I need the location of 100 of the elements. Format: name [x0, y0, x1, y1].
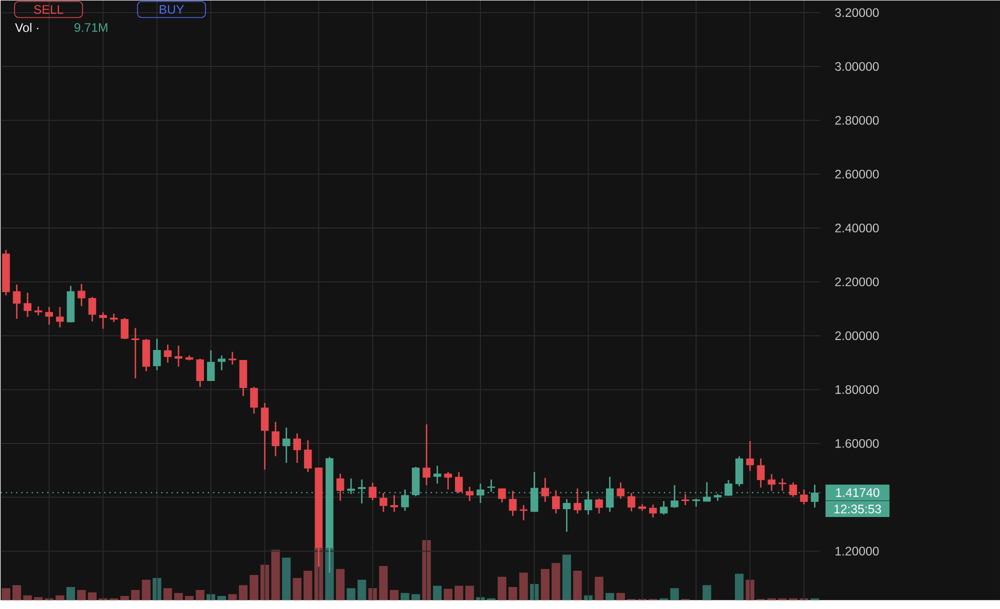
candlestick [768, 474, 776, 492]
candlestick [724, 479, 732, 496]
annotation: SELL [34, 5, 64, 14]
bar [552, 563, 560, 600]
bar [271, 550, 280, 600]
candlestick [466, 486, 474, 502]
candlestick [433, 465, 442, 484]
bar [400, 593, 410, 600]
bar [411, 594, 420, 600]
candlestick [282, 426, 290, 464]
bar [184, 596, 194, 600]
annotation: Vol · [15, 23, 38, 32]
candlestick [45, 306, 54, 326]
candlestick [368, 482, 376, 502]
bar [228, 594, 237, 600]
bar [304, 570, 312, 600]
candlestick [574, 488, 582, 514]
bar [606, 593, 614, 600]
candlestick [508, 490, 517, 517]
candlestick [120, 317, 128, 340]
y-tick-label: 2.00000 [835, 331, 879, 340]
candlestick [606, 476, 614, 513]
candlestick [12, 284, 21, 320]
candlestick [304, 440, 312, 473]
candlestick [206, 350, 215, 382]
candlestick [196, 358, 204, 388]
y-tick-label: 2.80000 [835, 116, 879, 125]
y-tick-label: 2.40000 [835, 224, 879, 233]
bar [336, 569, 345, 600]
candlestick [552, 490, 560, 514]
candlestick [562, 498, 571, 533]
bar [573, 570, 582, 600]
bar [379, 566, 388, 600]
bar [131, 590, 140, 600]
ref-line-label: 1.41740 [836, 488, 880, 498]
bar [734, 574, 744, 600]
bar [120, 596, 129, 600]
candlestick [681, 493, 690, 506]
bar [66, 587, 76, 600]
bar [88, 592, 97, 600]
bar [465, 586, 474, 600]
candlestick [520, 504, 528, 521]
bar [152, 578, 162, 600]
candlestick [24, 292, 32, 318]
y-tick-label: 3.00000 [835, 62, 879, 71]
candlestick [390, 494, 398, 513]
candlestick [272, 421, 280, 457]
candlestick [660, 500, 668, 516]
candlestick [56, 306, 64, 328]
bar [594, 576, 604, 600]
y-tick-label: 3.20000 [835, 8, 879, 18]
y-tick-label: 1.60000 [836, 439, 879, 448]
candlestick [616, 482, 625, 500]
candlestick [756, 458, 765, 488]
bar [174, 593, 183, 600]
y-tick-label: 2.60000 [835, 170, 879, 179]
bar [422, 540, 431, 600]
candlestick [628, 492, 636, 512]
bar [540, 569, 550, 600]
bar [519, 572, 528, 600]
bar [476, 597, 485, 600]
candlestick [789, 482, 798, 498]
candlestick [541, 477, 550, 503]
candlestick [228, 351, 236, 366]
bar [77, 590, 86, 600]
y-tick-label: 1.20000 [836, 546, 879, 556]
bar [390, 590, 399, 600]
candlestick [78, 283, 86, 307]
bar [142, 580, 150, 600]
candlestick [164, 344, 172, 364]
bar [34, 597, 43, 600]
candlestick [800, 488, 808, 506]
candlestick [476, 482, 484, 504]
bar [163, 588, 172, 600]
candlestick [595, 498, 603, 514]
bar [217, 596, 226, 600]
candlestick [336, 473, 344, 502]
bar [346, 588, 356, 600]
candlestick [153, 338, 161, 372]
candlestick [293, 432, 302, 464]
candlestick [487, 478, 496, 493]
annotation: BUY [160, 5, 184, 14]
bar [746, 580, 754, 600]
bar [562, 554, 572, 600]
candlestick [380, 492, 388, 513]
bar [670, 588, 679, 600]
candlestick [444, 471, 452, 490]
bar [616, 593, 625, 600]
bar [292, 578, 302, 600]
y-tick-label: 2.20000 [835, 278, 879, 286]
candlestick [260, 402, 269, 470]
bar [508, 587, 518, 600]
candlestick [422, 424, 430, 486]
bar [433, 586, 442, 600]
bar [702, 585, 712, 600]
candlestick [455, 471, 463, 494]
candlestick [88, 296, 96, 322]
bar [358, 580, 366, 600]
bar [196, 590, 204, 600]
candlestick [218, 354, 226, 372]
